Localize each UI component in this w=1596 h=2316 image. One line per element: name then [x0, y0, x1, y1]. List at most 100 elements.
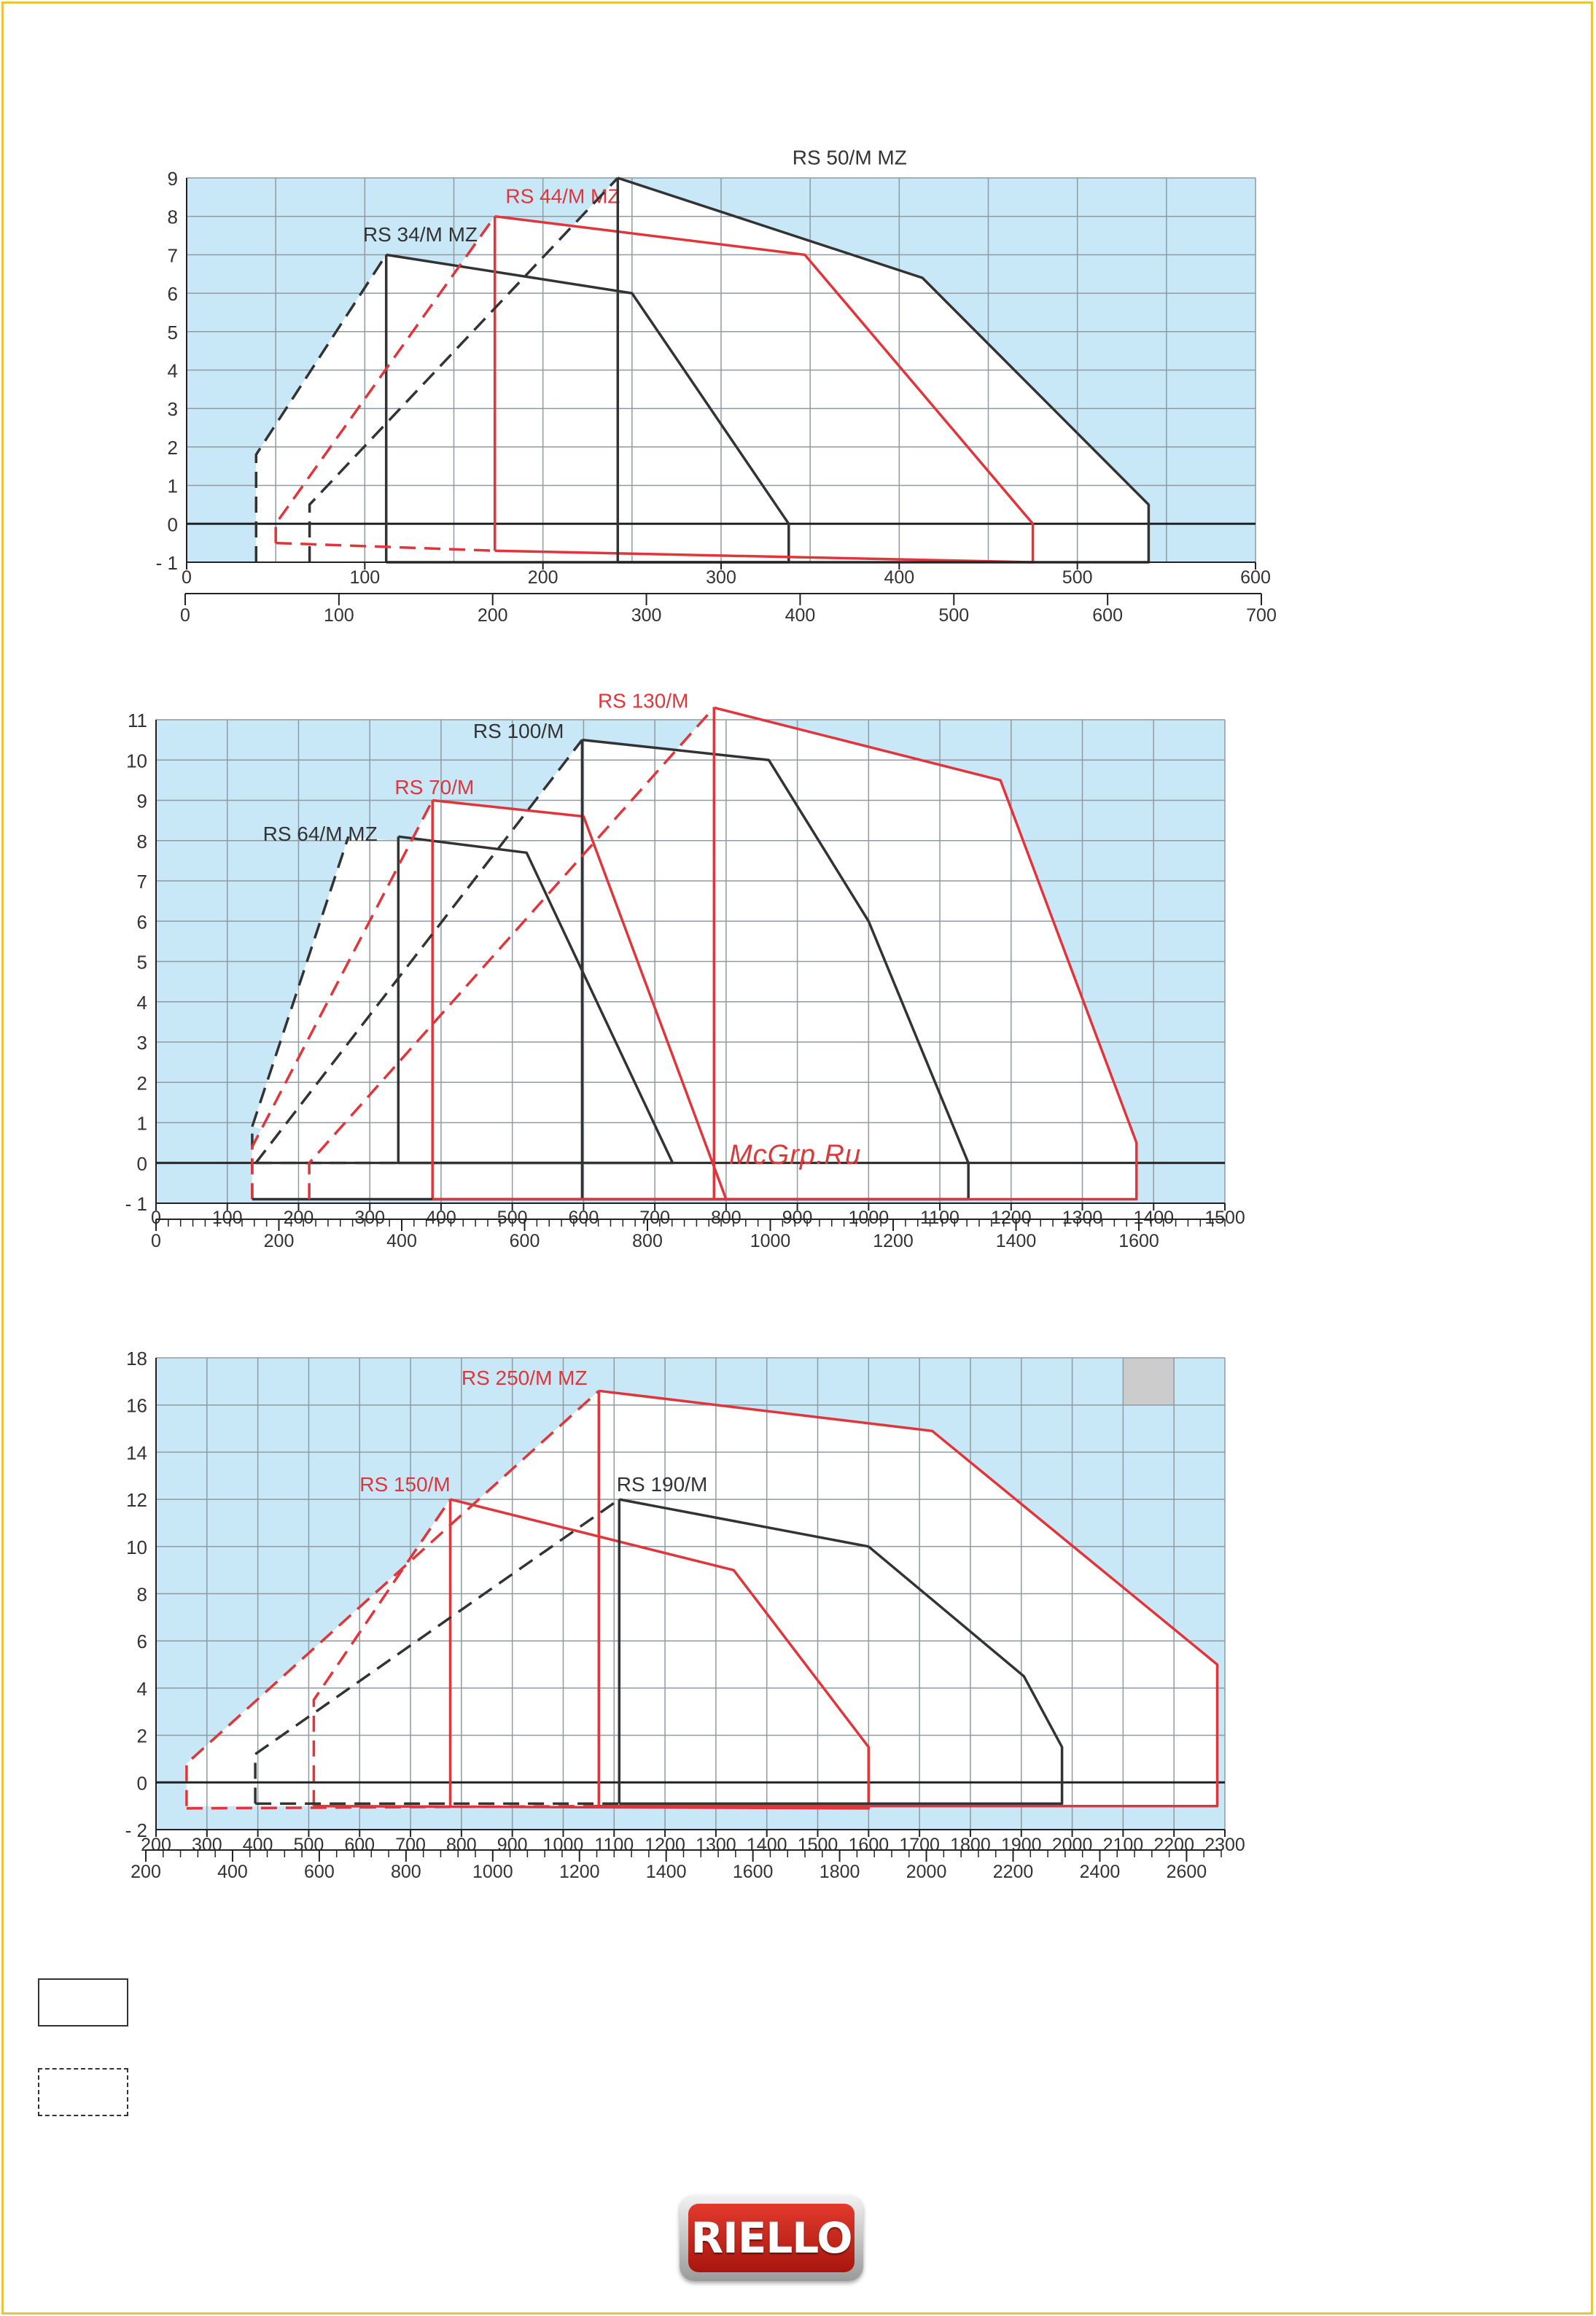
chart-3-x-tick-label: 400 [243, 1835, 273, 1855]
chart-3-x-tick-label: 1800 [950, 1835, 991, 1855]
chart-1-x-tick-label: 400 [884, 567, 914, 588]
chart-3-series-3-outline [599, 1389, 1219, 1808]
chart-2-x-tick-label: 700 [639, 1208, 670, 1228]
chart-1-y-tick-label: 9 [168, 168, 178, 190]
chart-3-y-tick-label: 10 [126, 1536, 147, 1558]
chart-1-y-tick-label: 0 [168, 513, 178, 535]
chart-3-x-tick-label: 1200 [645, 1835, 685, 1855]
chart-3-x-tick-label: 1700 [899, 1835, 940, 1855]
chart-2-series-3-label: RS 100/M [473, 720, 564, 742]
chart-1-x-tick-label: 300 [706, 567, 736, 588]
chart-3-x2-tick-label: 1600 [733, 1862, 774, 1882]
chart-3-x2-tick-label: 1200 [559, 1862, 600, 1882]
chart-2-area-fill [309, 707, 1137, 1200]
chart-2-y-tick-label: 10 [126, 750, 147, 772]
chart-2-x-tick-label: 0 [151, 1208, 161, 1228]
chart-1-x2-tick-label: 500 [938, 605, 969, 626]
chart-3-series-3-dashed-bottom [186, 1804, 599, 1810]
chart-3-x-tick-label: 1900 [1001, 1835, 1042, 1855]
chart-2-series-2-label: RS 70/M [394, 776, 474, 798]
chart-3-y-tick-label: 0 [137, 1772, 147, 1794]
chart-3-x-tick-label: 1500 [798, 1835, 838, 1855]
riello-logo-text: RIELLO [688, 2204, 855, 2272]
chart-1-series-2-dashed-bottom [276, 541, 495, 552]
chart-3-y-tick-label: 4 [137, 1678, 147, 1700]
chart-2-x2-tick-label: 1200 [873, 1231, 914, 1251]
chart-3-x-tick-label: 800 [446, 1835, 477, 1855]
chart-2-series-2-outline [432, 798, 728, 1200]
chart-2-x-tick-label: 300 [354, 1208, 385, 1228]
chart-3-y-tick-label: 18 [126, 1348, 147, 1369]
chart-1-x2-tick-label: 0 [180, 605, 190, 626]
chart-2-x-tick-label: 1100 [920, 1208, 959, 1228]
chart-2-x-tick-label: 100 [212, 1208, 243, 1228]
chart-3-area-fill [186, 1391, 1218, 1806]
chart-1-y-tick-label: - 1 [156, 552, 178, 574]
chart-3-x2-tick-label: 400 [217, 1862, 248, 1882]
chart-3-x2-tick-label: 600 [304, 1862, 335, 1882]
chart-2-series-1-label: RS 64/M MZ [263, 823, 378, 845]
chart-1-x2-tick-label: 700 [1246, 605, 1277, 626]
chart-1-series-2-label: RS 44/M MZ [505, 184, 620, 207]
riello-logo: RIELLO [680, 2195, 863, 2281]
chart-3-y-tick-label: 16 [126, 1395, 147, 1417]
chart-3-grey-cell [1123, 1358, 1175, 1405]
chart-2-series-1-outline [398, 835, 674, 1165]
chart-3-x-tick-label: 300 [192, 1835, 222, 1855]
chart-2-y-tick-label: 7 [137, 871, 147, 893]
chart-2-y-tick-label: 11 [128, 710, 147, 731]
chart-2-x-tick-label: 400 [426, 1208, 456, 1228]
chart-3-x2-tick-label: 2400 [1080, 1862, 1121, 1882]
chart-2-y-tick-label: 3 [137, 1032, 147, 1054]
chart-3-x2-tick-label: 2000 [906, 1862, 947, 1882]
chart-3-y-tick-label: - 2 [125, 1819, 147, 1841]
chart-3-y-tick-label: 6 [137, 1631, 147, 1652]
chart-2-y-tick-label: 8 [137, 831, 147, 852]
chart-1-x2-tick-label: 200 [478, 605, 508, 626]
chart-3-x2-tick-label: 2200 [993, 1862, 1034, 1882]
chart-3-x-tick-label: 1300 [696, 1835, 736, 1855]
chart-1-y-tick-label: 6 [168, 283, 178, 305]
chart-2-x-tick-label: 1400 [1133, 1208, 1174, 1228]
chart-2-x-tick-label: 1200 [991, 1208, 1032, 1228]
chart-1-y-tick-label: 7 [168, 244, 178, 266]
chart-2-x-tick-label: 200 [284, 1208, 314, 1228]
chart-2-x-tick-label: 800 [711, 1208, 741, 1228]
chart-2-x2-tick-label: 1600 [1118, 1231, 1159, 1251]
chart-1-series-3-label: RS 50/M MZ [793, 147, 907, 169]
chart-1-series-2-dashed [274, 215, 497, 543]
chart-1-x2-tick-label: 100 [324, 605, 354, 626]
chart-3-x2-tick-label: 1000 [472, 1862, 513, 1882]
chart-3-x2-tick-label: 1400 [646, 1862, 687, 1882]
chart-1-y-tick-label: 2 [168, 437, 178, 459]
chart-3-y-tick-label: 8 [137, 1584, 147, 1606]
chart-3-y-tick-label: 2 [137, 1725, 147, 1747]
chart-3-series-3-label: RS 250/M MZ [462, 1367, 588, 1389]
chart-1-series-1-label: RS 34/M MZ [363, 223, 478, 246]
chart-2-series-4-outline [432, 706, 1138, 1201]
chart-3-x-tick-label: 2000 [1052, 1835, 1093, 1855]
watermark: McGrp.Ru [729, 1140, 862, 1170]
chart-1-x-tick-label: 600 [1240, 567, 1271, 588]
chart-2-series-3-dashed [254, 739, 583, 1164]
chart-2-y-tick-label: 5 [137, 952, 147, 974]
chart-1-y-tick-label: 1 [168, 475, 178, 497]
chart-2-x-tick-label: 600 [569, 1208, 599, 1228]
chart-2-x2-tick-label: 800 [632, 1231, 663, 1251]
chart-3-y-tick-label: 12 [126, 1489, 147, 1511]
chart-1-x2-tick-label: 600 [1092, 605, 1123, 626]
chart-3-x2-tick-label: 2600 [1167, 1862, 1207, 1882]
chart-2-x-tick-label: 900 [782, 1208, 813, 1228]
chart-3-series-2-outline [618, 1498, 1064, 1806]
chart-1-y-tick-label: 5 [168, 322, 178, 343]
chart-1-series-2-outline [494, 214, 1035, 564]
chart-1-series-3-dashed [308, 176, 619, 562]
chart-3-x-tick-label: 2300 [1204, 1835, 1245, 1855]
chart-3-series-1-label: RS 150/M [359, 1473, 451, 1496]
chart-2-x-tick-label: 1300 [1062, 1208, 1103, 1228]
chart-2-x2-tick-label: 1400 [996, 1231, 1037, 1251]
chart-1-y-tick-label: 8 [168, 206, 178, 228]
chart-3-x2-tick-label: 800 [391, 1862, 421, 1882]
chart-1-y-tick-label: 3 [168, 398, 178, 420]
chart-3-series-1-outline [314, 1498, 871, 1810]
